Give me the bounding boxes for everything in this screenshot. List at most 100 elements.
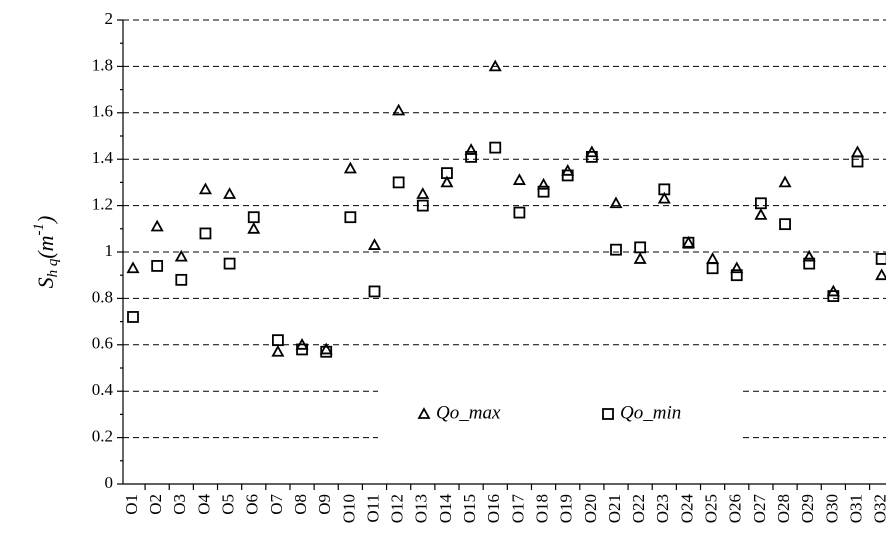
y-label-sup: -1 xyxy=(31,223,47,236)
marker-square xyxy=(585,150,598,163)
y-label-close: ) xyxy=(33,216,58,225)
y-tick-label: 0 xyxy=(105,473,114,492)
marker-square xyxy=(320,345,333,358)
marker-triangle xyxy=(537,177,551,190)
marker-triangle xyxy=(416,187,430,199)
x-tick-label: O27 xyxy=(750,494,769,524)
x-tick-label: O8 xyxy=(291,494,310,515)
x-tick-label: O30 xyxy=(822,494,841,523)
y-tick-label: 1.6 xyxy=(92,102,113,121)
legend-marker xyxy=(417,407,431,419)
marker-square xyxy=(175,273,188,286)
x-tick-label: O19 xyxy=(557,494,576,523)
marker-square xyxy=(465,150,478,163)
x-tick-label: O15 xyxy=(460,494,479,523)
legend-label: Qo_min xyxy=(620,402,681,423)
x-tick-label: O23 xyxy=(653,494,672,523)
x-tick-label: O3 xyxy=(170,494,189,515)
marker-triangle xyxy=(464,143,478,155)
marker-square xyxy=(706,262,719,275)
marker-square xyxy=(682,236,695,249)
marker-triangle xyxy=(150,219,164,232)
legend-marker xyxy=(602,408,614,420)
marker-square xyxy=(247,211,260,224)
marker-square xyxy=(416,199,429,212)
x-tick-label: O5 xyxy=(219,494,238,515)
marker-square xyxy=(151,260,164,272)
marker-triangle xyxy=(440,175,454,188)
marker-square xyxy=(851,155,864,168)
x-tick-label: O4 xyxy=(194,494,213,515)
marker-square xyxy=(513,206,526,219)
x-tick-label: O6 xyxy=(243,494,262,515)
y-label-sub: h q xyxy=(45,258,61,277)
y-tick-label: 1.4 xyxy=(92,148,114,167)
marker-square xyxy=(368,285,381,298)
marker-square xyxy=(199,227,212,240)
marker-square xyxy=(730,269,743,282)
marker-triangle xyxy=(247,221,261,234)
marker-triangle xyxy=(126,261,140,274)
y-tick-label: 0.4 xyxy=(92,380,114,399)
marker-triangle xyxy=(319,342,333,355)
x-tick-label: O11 xyxy=(363,494,382,523)
x-tick-label: O1 xyxy=(122,494,141,515)
marker-square xyxy=(658,183,671,196)
y-tick-label: 0.2 xyxy=(92,427,113,446)
y-label-open: (m xyxy=(33,235,58,258)
marker-triangle xyxy=(343,161,357,174)
marker-square xyxy=(223,257,236,270)
x-tick-label: O13 xyxy=(412,494,431,523)
marker-triangle xyxy=(802,249,816,262)
marker-square xyxy=(127,311,139,323)
x-tick-label: O21 xyxy=(605,494,624,523)
marker-triangle xyxy=(223,187,237,199)
marker-square xyxy=(344,211,357,224)
marker-square xyxy=(827,290,840,302)
marker-square xyxy=(489,141,502,154)
y-tick-label: 0.8 xyxy=(92,287,113,306)
x-tick-label: O25 xyxy=(702,494,721,523)
marker-square xyxy=(634,241,647,254)
marker-triangle xyxy=(609,196,623,209)
marker-triangle xyxy=(706,252,720,264)
x-tick-label: O16 xyxy=(484,494,503,523)
legend-background xyxy=(378,368,740,460)
marker-square xyxy=(875,253,886,265)
marker-triangle xyxy=(875,268,886,281)
marker-triangle xyxy=(657,191,671,204)
y-axis-label: Sh q(m-1) xyxy=(31,216,61,289)
marker-square xyxy=(779,218,791,231)
y-tick-label: 0.6 xyxy=(92,334,113,353)
marker-triangle xyxy=(633,252,647,264)
x-tick-label: O10 xyxy=(339,494,358,523)
marker-square xyxy=(803,257,816,270)
marker-triangle xyxy=(367,238,382,250)
marker-square xyxy=(537,185,550,198)
marker-square xyxy=(271,334,284,347)
y-tick-label: 1.8 xyxy=(92,55,113,74)
marker-triangle xyxy=(850,145,865,158)
marker-triangle xyxy=(681,235,695,248)
x-tick-label: O29 xyxy=(798,494,817,523)
x-tick-label: O14 xyxy=(436,494,455,524)
x-tick-label: O28 xyxy=(774,494,793,523)
marker-triangle xyxy=(778,175,792,188)
x-tick-label: O2 xyxy=(146,494,165,515)
marker-triangle xyxy=(198,182,212,195)
x-tick-label: O17 xyxy=(508,494,527,524)
marker-triangle xyxy=(512,173,526,185)
legend-label: Qo_max xyxy=(436,402,501,423)
x-tick-label: O20 xyxy=(581,494,600,523)
x-tick-label: O7 xyxy=(267,494,286,515)
x-tick-label: O26 xyxy=(726,494,745,523)
y-tick-label: 2 xyxy=(105,9,114,28)
marker-square xyxy=(296,343,308,356)
marker-triangle xyxy=(754,208,768,220)
x-tick-label: O24 xyxy=(677,494,696,524)
marker-square xyxy=(441,167,453,180)
marker-square xyxy=(755,197,767,210)
x-tick-label: O22 xyxy=(629,494,648,523)
y-tick-label: 1 xyxy=(105,241,114,260)
